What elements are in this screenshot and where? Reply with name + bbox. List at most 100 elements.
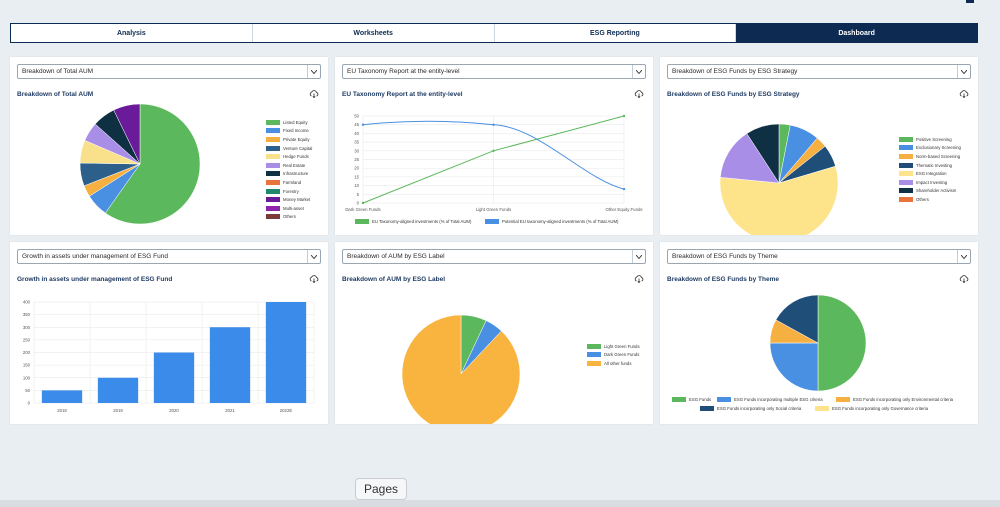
legend-item[interactable]: Dark Green Funds xyxy=(587,351,640,360)
x-tick-label: 2019 xyxy=(113,408,123,413)
cloud-download-icon[interactable] xyxy=(634,275,644,283)
theme-select[interactable]: Breakdown of ESG Funds by Theme xyxy=(667,249,971,264)
legend-swatch xyxy=(899,162,913,168)
legend-item[interactable]: Forestry xyxy=(266,187,312,196)
y-tick-label: 0 xyxy=(357,201,360,206)
legend-item[interactable]: Hedge Funds xyxy=(266,152,312,161)
aum-select[interactable]: Breakdown of Total AUM xyxy=(17,64,321,79)
legend-item[interactable]: Impact Investing xyxy=(899,178,961,187)
legend-item[interactable]: Light Green Funds xyxy=(587,342,640,351)
legend-label: Private Equity xyxy=(283,136,310,142)
legend-item[interactable]: Shareholder Activism xyxy=(899,187,961,196)
pie-slice-esg-integration xyxy=(719,165,839,235)
legend-swatch xyxy=(266,145,280,151)
x-tick-label: 2022E xyxy=(280,408,293,413)
y-tick-label: 5 xyxy=(357,192,360,197)
legend-item[interactable]: Norm-based Screening xyxy=(899,152,961,161)
legend-label: Potential EU taxonomy-aligned investment… xyxy=(502,219,619,224)
data-point xyxy=(492,123,495,126)
strategy-select[interactable]: Breakdown of ESG Funds by ESG Strategy xyxy=(667,64,971,79)
cloud-download-icon[interactable] xyxy=(959,275,969,283)
theme-pie xyxy=(769,294,867,392)
legend-swatch xyxy=(266,128,280,134)
label-select[interactable]: Breakdown of AUM by ESG Label xyxy=(342,249,646,264)
legend-label: Fixed Income xyxy=(283,128,309,134)
eu-select[interactable]: EU Taxonomy Report at the entity-level xyxy=(342,64,646,79)
y-tick-label: 0 xyxy=(28,401,31,406)
cloud-download-icon[interactable] xyxy=(309,275,319,283)
legend-item[interactable]: Fixed Income xyxy=(266,127,312,136)
legend-item[interactable]: Venture Capital xyxy=(266,144,312,153)
legend-item[interactable]: Money Market xyxy=(266,195,312,204)
legend-swatch xyxy=(485,219,499,224)
eu-legend: EU Taxonomy-aligned investments (% of To… xyxy=(355,219,619,224)
data-point xyxy=(622,187,626,191)
legend-label: Infrastructure xyxy=(283,171,309,177)
legend-label: Real Estate xyxy=(283,162,306,168)
legend-item[interactable]: Multi-asset xyxy=(266,204,312,213)
theme-select-value: Breakdown of ESG Funds by Theme xyxy=(672,253,778,260)
legend-swatch xyxy=(266,136,280,142)
legend-label: Norm-based Screening xyxy=(916,153,961,159)
cloud-download-icon[interactable] xyxy=(309,90,319,98)
chevron-down-icon xyxy=(957,250,970,263)
legend-item[interactable]: Exclusionary Screening xyxy=(899,144,961,153)
legend-item[interactable]: Thematic Investing xyxy=(899,161,961,170)
legend-item[interactable]: ESG Integration xyxy=(899,169,961,178)
legend-swatch xyxy=(672,397,686,402)
card-growth: Growth in assets under management of ESG… xyxy=(10,242,328,424)
legend-label: Farmland xyxy=(283,179,302,185)
pages-tooltip: Pages xyxy=(355,478,407,505)
legend-item[interactable]: Infrastructure xyxy=(266,170,312,179)
data-point xyxy=(492,149,495,152)
tab-analysis[interactable]: Analysis xyxy=(11,24,253,42)
legend-label: ESG Integration xyxy=(916,171,947,177)
tab-esg-reporting[interactable]: ESG Reporting xyxy=(495,24,737,42)
legend-swatch xyxy=(266,171,280,177)
strategy-title: Breakdown of ESG Funds by ESG Strategy xyxy=(667,91,800,98)
legend-item[interactable]: Positive Screening xyxy=(899,135,961,144)
x-tick-label: Other Equity Funds xyxy=(605,207,642,212)
cloud-download-icon[interactable] xyxy=(959,90,969,98)
bar-2020 xyxy=(153,352,195,403)
legend-item[interactable]: Private Equity xyxy=(266,135,312,144)
legend-label: Thematic Investing xyxy=(916,162,953,168)
bar-2021 xyxy=(209,327,251,403)
eu-axes: 0 5 10 15 20 25 30 35 40 45 50 Dark Green Funds Ligh… xyxy=(345,114,642,213)
legend-label: Shareholder Activism xyxy=(916,188,957,194)
legend-swatch xyxy=(266,162,280,168)
x-tick-label: 2018 xyxy=(57,408,67,413)
pie-slice-listed-equity xyxy=(105,103,201,225)
aum-pie xyxy=(79,103,201,225)
legend-item[interactable]: Real Estate xyxy=(266,161,312,170)
legend-item[interactable]: Farmland xyxy=(266,178,312,187)
legend-item[interactable]: Others xyxy=(899,195,961,204)
pie-slice-esg-funds-incorporating-only-social-criteria xyxy=(775,294,819,344)
legend-swatch xyxy=(266,154,280,160)
y-tick-label: 20 xyxy=(354,166,359,171)
y-tick-label: 30 xyxy=(354,148,359,153)
cloud-download-icon[interactable] xyxy=(634,90,644,98)
pie-slice-money-market xyxy=(113,103,141,165)
card-total-aum: Breakdown of Total AUM Breakdown of Tota… xyxy=(10,57,328,235)
strategy-select-value: Breakdown of ESG Funds by ESG Strategy xyxy=(672,68,798,75)
legend-swatch xyxy=(899,153,913,159)
tab-worksheets[interactable]: Worksheets xyxy=(253,24,495,42)
legend-swatch xyxy=(587,352,601,358)
y-tick-label: 45 xyxy=(354,122,359,127)
legend-swatch xyxy=(266,188,280,194)
chevron-down-icon xyxy=(307,250,320,263)
strategy-legend: Positive Screening Exclusionary Screening… xyxy=(899,135,961,204)
legend-item[interactable]: Listed Equity xyxy=(266,118,312,127)
y-tick-label: 50 xyxy=(25,388,30,393)
x-tick-label: Light Green Funds xyxy=(476,207,512,212)
legend-item[interactable]: Others xyxy=(266,213,312,222)
tab-dashboard[interactable]: Dashboard xyxy=(736,24,977,42)
y-tick-label: 50 xyxy=(354,114,359,119)
growth-select[interactable]: Growth in assets under management of ESG… xyxy=(17,249,321,264)
legend-item[interactable]: All other funds xyxy=(587,359,640,368)
card-esg-label: Breakdown of AUM by ESG Label Breakdown … xyxy=(335,242,653,424)
legend-label: Positive Screening xyxy=(916,136,952,142)
growth-title: Growth in assets under management of ESG… xyxy=(17,276,173,283)
legend-swatch xyxy=(355,219,369,224)
